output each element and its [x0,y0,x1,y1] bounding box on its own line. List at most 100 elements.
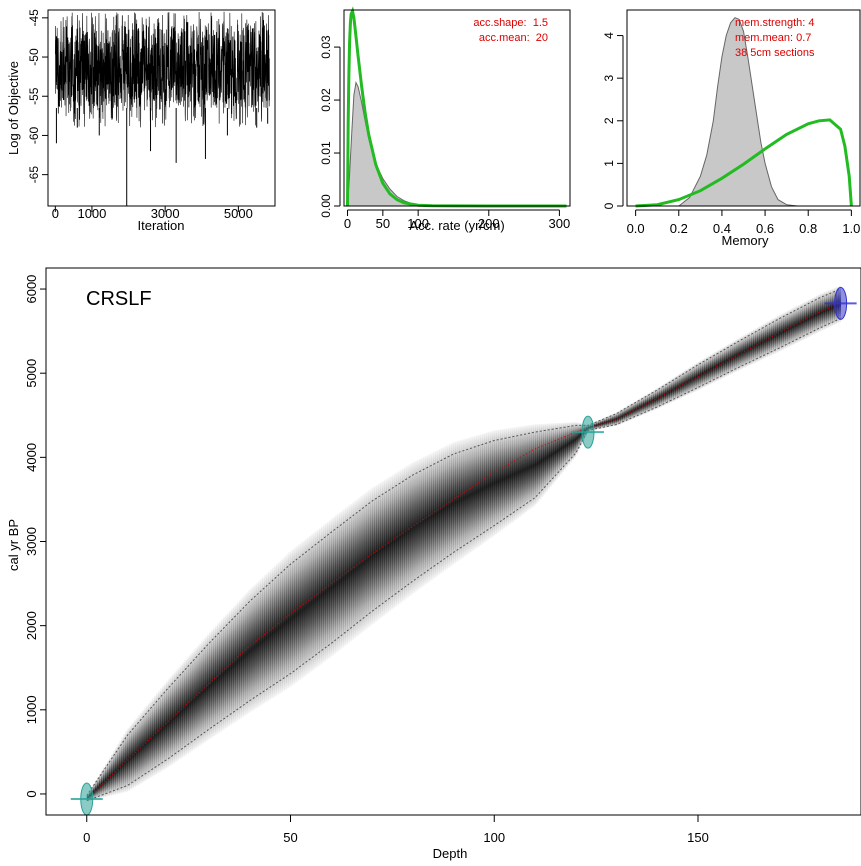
age-depth-cloud-slice [241,596,245,718]
age-depth-cloud-slice [123,733,126,793]
age-depth-cloud-slice [382,480,385,617]
acc-x-tick-label: 300 [549,216,571,231]
age-depth-cloud-slice [561,422,564,473]
age-depth-cloud-slice [264,574,267,703]
age-depth-cloud-slice [535,424,538,505]
age-depth-cloud-slice [530,424,534,508]
age-depth-cloud-slice [261,576,265,705]
age-depth-cloud-slice [532,424,536,507]
age-depth-cloud-slice [708,355,711,385]
age-depth-cloud-slice [312,532,316,670]
age-depth-cloud-slice [526,425,530,511]
age-depth-cloud-slice [683,370,687,397]
age-depth-cloud-slice [394,473,397,607]
age-depth-cloud-slice [107,760,110,797]
acc-plot-frame [343,9,571,207]
age-depth-cloud-slice [217,623,220,734]
age-depth-cloud-slice [449,443,452,567]
age-depth-cloud-slice [337,513,340,652]
age-depth-cloud-slice [229,610,232,726]
age-depth-cloud-slice [563,422,566,470]
age-depth-y-tick-label: 6000 [24,275,39,304]
age-depth-cloud-slice [665,382,668,405]
age-depth-cloud-slice [143,707,147,782]
age-depth-cloud-slice [219,621,222,733]
age-depth-cloud-slice [380,482,383,618]
age-depth-cloud-slice [221,618,224,731]
age-depth-y-tick-label: 4000 [24,443,39,472]
age-depth-cloud-slice [502,428,505,529]
trace-y-tick-label: -65 [27,166,41,184]
age-depth-cloud-slice [726,344,729,376]
age-depth-cloud-slice [372,487,375,624]
age-depth-cloud-slice [239,599,242,719]
age-depth-cloud-slice [184,659,187,756]
age-depth-cloud-slice [632,401,636,419]
age-depth-cloud-slice [386,478,389,614]
age-depth-cloud-slice [278,561,281,694]
memory-mean-annotation: mem.mean: 0.7 [735,32,811,44]
age-depth-cloud-slice [196,645,200,748]
age-depth-cloud-slice [785,311,789,348]
age-depth-cloud-slice [410,462,414,595]
age-depth-cloud-slice [323,524,326,662]
age-depth-cloud-slice [543,423,546,495]
age-depth-cloud-slice [620,409,624,424]
age-depth-cloud-slice [259,578,263,706]
age-depth-cloud-slice [257,580,261,707]
age-depth-cloud-slice [471,436,475,551]
age-depth-cloud-slice [145,705,149,780]
age-depth-cloud-slice [575,422,579,455]
age-depth-cloud-slice [767,321,770,357]
age-depth-cloud-slice [465,438,469,555]
age-depth-cloud-slice [198,643,202,746]
age-depth-cloud-slice [528,424,532,510]
age-depth-cloud-slice [475,435,479,548]
age-depth-cloud-slice [213,627,216,737]
age-depth-cloud-slice [345,507,348,645]
age-depth-cloud-slice [492,430,495,537]
age-depth-cloud-slice [162,685,165,771]
acc-posterior-area [346,81,433,207]
age-depth-cloud-slice [164,683,167,769]
age-depth-cloud-slice [496,429,499,534]
trace-xlabel: Iteration [138,218,185,233]
age-depth-cloud-slice [467,437,471,554]
age-depth-cloud-slice [443,446,446,571]
age-depth-cloud-slice [775,316,778,353]
age-depth-cloud-slice [314,530,318,668]
age-depth-cloud-slice [514,427,518,520]
memory-x-axis: 0.0 0.2 0.4 0.6 0.8 1.0 [627,209,860,236]
age-depth-cloud-slice [424,455,428,585]
age-depth-cloud-slice [92,783,96,800]
age-depth-cloud-slice [427,454,430,583]
age-depth-cloud-slice [188,655,192,753]
age-depth-cloud-slice [630,403,634,420]
age-depth-cloud-slice [347,505,350,644]
trace-x-tick-label: 0 [52,206,59,221]
age-depth-cloud-slice [808,299,811,337]
age-depth-cloud-slice [624,406,628,423]
age-depth-cloud-slice [673,376,676,401]
age-depth-cloud-slice [105,763,108,797]
memory-posterior-area [677,17,798,207]
age-depth-cloud-slice [357,497,361,635]
age-depth-cloud-slice [795,305,799,343]
age-depth-cloud-slice [200,641,204,745]
age-depth-cloud-slice [306,537,310,674]
age-depth-cloud-slice [738,337,742,370]
memory-y-tick-label: 1 [602,160,616,167]
memory-prior-curve [635,118,853,208]
age-depth-cloud-slice [469,437,473,553]
age-depth-cloud-slice [343,508,346,647]
age-depth-cloud-slice [172,673,175,764]
age-depth-cloud-slice [649,392,652,412]
age-depth-cloud-slice [567,422,571,466]
age-depth-cloud-slice [96,776,100,799]
age-depth-cloud-slice [353,501,357,639]
age-depth-cloud-slice [803,301,807,339]
age-depth-cloud-slice [473,435,477,550]
age-depth-cloud-slice [490,431,493,538]
age-depth-cloud-slice [139,712,143,784]
age-depth-cloud-slice [594,421,597,430]
